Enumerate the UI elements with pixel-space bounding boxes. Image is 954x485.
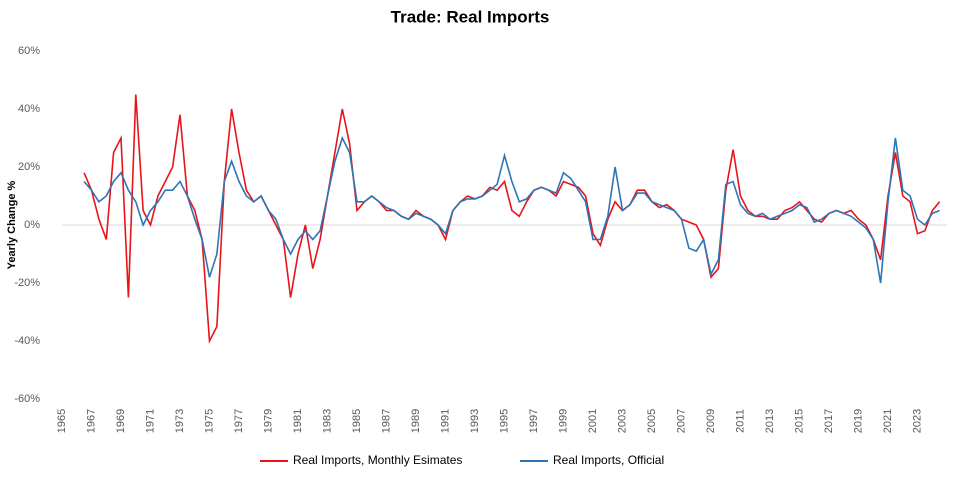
x-tick-label: 2013 [764, 409, 776, 433]
series-line [83, 94, 941, 344]
x-tick-label: 2023 [911, 409, 923, 433]
x-tick-label: 1993 [469, 409, 481, 433]
x-tick-label: 2009 [705, 409, 717, 433]
x-tick-label: 1973 [174, 409, 186, 433]
x-tick-label: 2019 [852, 409, 864, 433]
x-tick-label: 1989 [410, 409, 422, 433]
y-tick-label: -20% [14, 277, 40, 289]
x-tick-label: 2007 [675, 409, 687, 433]
series-line [83, 135, 940, 284]
y-axis-label: Yearly Change % [6, 180, 18, 269]
x-tick-label: 1997 [528, 409, 540, 433]
y-tick-label: -40% [14, 335, 40, 347]
x-tick-label: 2017 [823, 409, 835, 433]
x-tick-label: 1975 [203, 409, 215, 433]
x-tick-label: 1969 [115, 409, 127, 433]
x-tick-label: 2001 [587, 409, 599, 433]
x-tick-label: 1977 [233, 409, 245, 433]
chart-title: Trade: Real Imports [391, 7, 550, 26]
x-tick-label: 1985 [351, 409, 363, 433]
x-tick-label: 2005 [646, 409, 658, 433]
x-tick-label: 1991 [439, 409, 451, 433]
x-tick-label: 1979 [262, 409, 274, 433]
y-tick-label: -60% [14, 393, 40, 405]
x-tick-label: 1967 [85, 409, 97, 433]
x-tick-label: 1999 [557, 409, 569, 433]
y-tick-label: 40% [18, 103, 40, 115]
x-tick-label: 2015 [793, 409, 805, 433]
legend-label: Real Imports, Monthly Esimates [293, 453, 462, 467]
y-tick-label: 20% [18, 161, 40, 173]
x-tick-label: 1965 [56, 409, 68, 433]
legend-label: Real Imports, Official [553, 453, 664, 467]
x-tick-label: 2021 [882, 409, 894, 433]
x-tick-label: 2003 [616, 409, 628, 433]
x-tick-label: 1981 [292, 409, 304, 433]
x-tick-label: 1971 [144, 409, 156, 433]
x-tick-label: 1983 [321, 409, 333, 433]
y-tick-label: 0% [24, 219, 40, 231]
y-tick-label: 60% [18, 45, 40, 57]
x-tick-label: 1995 [498, 409, 510, 433]
x-tick-label: 2011 [734, 409, 746, 433]
x-tick-label: 1987 [380, 409, 392, 433]
